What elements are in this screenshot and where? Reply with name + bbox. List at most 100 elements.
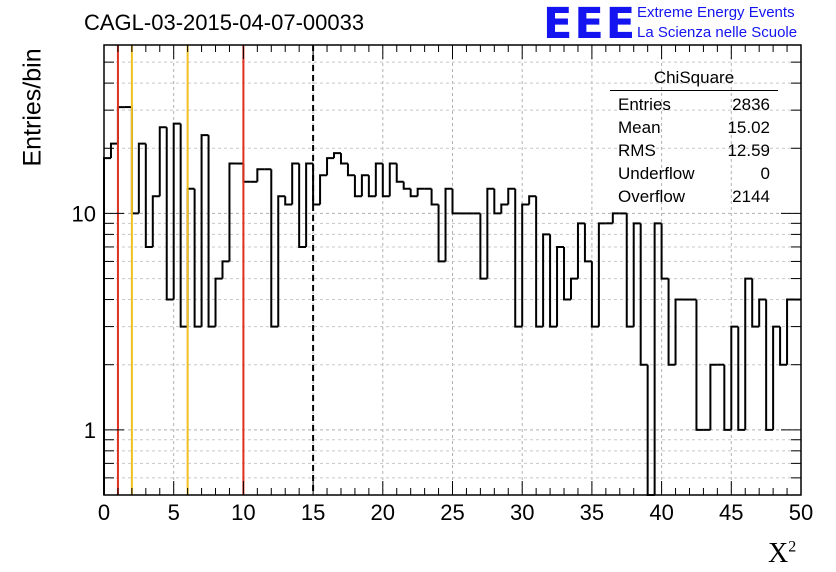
histogram-bin bbox=[312, 163, 321, 206]
histogram-bin bbox=[116, 106, 125, 144]
histogram-bin bbox=[221, 260, 230, 279]
histogram-bin bbox=[563, 246, 571, 301]
x-tick-label: 15 bbox=[301, 500, 325, 525]
histogram-bin bbox=[709, 363, 718, 430]
histogram-bin bbox=[597, 222, 606, 327]
tick-labels: 0 5 10 15 20 25 30 35 40 45 50 1 10 bbox=[72, 201, 814, 525]
histogram-bin bbox=[284, 196, 293, 206]
histogram-bin bbox=[416, 187, 425, 197]
histogram-bin bbox=[200, 134, 209, 327]
histogram-bin bbox=[500, 203, 509, 214]
x-tick-label: 5 bbox=[168, 500, 180, 525]
histogram-bin bbox=[772, 325, 781, 430]
stats-row-mean: Mean 15.02 bbox=[618, 118, 770, 137]
histogram-bin bbox=[130, 107, 139, 215]
histogram-bin bbox=[109, 142, 118, 159]
histogram-bin bbox=[291, 162, 300, 205]
histogram-bin bbox=[367, 175, 376, 198]
histogram-bin bbox=[339, 153, 348, 165]
histogram-bin bbox=[319, 174, 328, 205]
histogram-bin bbox=[144, 143, 153, 248]
histogram-bin bbox=[765, 299, 774, 431]
histogram-bin bbox=[556, 245, 565, 327]
chart-title: CAGL-03-2015-04-07-00033 bbox=[84, 10, 365, 35]
y-axis-label: Entries/bin bbox=[18, 48, 47, 167]
histogram-bin bbox=[786, 298, 795, 365]
stats-row-rms: RMS 12.59 bbox=[618, 141, 770, 160]
stats-row-entries: Entries 2836 bbox=[618, 95, 770, 114]
histogram-bin bbox=[437, 204, 446, 263]
x-tick-label: 10 bbox=[231, 500, 255, 525]
histogram-bin bbox=[193, 188, 202, 328]
histogram-bin bbox=[395, 163, 404, 183]
histogram-bin bbox=[388, 162, 397, 197]
histogram-bin bbox=[653, 222, 662, 495]
histogram-bin bbox=[535, 196, 544, 328]
eee-logo: EEE bbox=[543, 0, 638, 49]
histogram-bin bbox=[667, 278, 676, 366]
histogram-bin bbox=[632, 222, 641, 327]
histogram-bin bbox=[737, 326, 746, 431]
x-tick-label: 40 bbox=[649, 500, 673, 525]
histogram-bin bbox=[333, 152, 341, 159]
histogram-bin bbox=[660, 223, 669, 280]
histogram-bin bbox=[639, 223, 648, 366]
cut-lines bbox=[116, 45, 315, 495]
histogram-bin bbox=[409, 188, 418, 198]
histogram-bin bbox=[514, 188, 523, 328]
histogram-bin bbox=[353, 175, 362, 198]
stats-title: ChiSquare bbox=[610, 68, 778, 91]
histogram-bin bbox=[172, 122, 181, 300]
stats-row-underflow: Underflow 0 bbox=[618, 164, 770, 183]
histogram-bin bbox=[256, 168, 265, 182]
histogram-bin bbox=[528, 195, 537, 205]
histogram-bin bbox=[430, 188, 439, 206]
x-tick-label: 50 bbox=[789, 500, 813, 525]
histogram-bin bbox=[730, 325, 739, 430]
histogram-bin bbox=[186, 187, 195, 327]
histogram-bin bbox=[402, 181, 411, 190]
histogram-bin bbox=[165, 127, 174, 301]
x-tick-label: 0 bbox=[98, 500, 110, 525]
histogram-bin bbox=[590, 261, 599, 328]
histogram-bin bbox=[444, 187, 453, 262]
histogram-bin bbox=[486, 187, 495, 279]
histogram-bin bbox=[158, 126, 167, 197]
histogram-bin bbox=[751, 278, 760, 328]
histogram-bin bbox=[758, 298, 767, 327]
histogram-bin bbox=[270, 169, 279, 328]
histogram-bin bbox=[137, 142, 146, 214]
histogram-bin bbox=[549, 234, 558, 328]
histogram-bin bbox=[381, 163, 390, 198]
x-tick-label: 25 bbox=[440, 500, 464, 525]
histogram-bin bbox=[695, 299, 704, 431]
histogram-bin bbox=[326, 157, 335, 176]
histogram-bin bbox=[625, 213, 634, 328]
x-tick-label: 35 bbox=[580, 500, 604, 525]
histogram-bin bbox=[507, 187, 516, 205]
histogram-bin bbox=[583, 223, 592, 263]
histogram-bin bbox=[228, 162, 237, 262]
histogram-bin bbox=[214, 277, 223, 327]
histogram-bin bbox=[611, 212, 620, 224]
x-axis-label: X2 bbox=[768, 538, 797, 569]
histogram-bin bbox=[346, 163, 355, 177]
histogram-bin bbox=[242, 163, 251, 183]
y-tick-label: 10 bbox=[72, 201, 96, 226]
histogram-bin bbox=[298, 163, 307, 248]
x-tick-label: 20 bbox=[371, 500, 395, 525]
histogram-bin bbox=[542, 233, 551, 327]
stats-row-overflow: Overflow 2144 bbox=[618, 187, 770, 206]
histogram-bin bbox=[374, 162, 383, 197]
stats-box: ChiSquare Entries 2836 Mean 15.02 RMS 12.59… bbox=[610, 68, 778, 208]
histogram-bin bbox=[360, 174, 369, 197]
histogram-bin bbox=[779, 326, 788, 366]
histogram-bin bbox=[151, 195, 160, 247]
logo-subtitle-1: Extreme Energy Events bbox=[637, 4, 795, 21]
x-tick-label: 45 bbox=[719, 500, 743, 525]
histogram-bin bbox=[493, 188, 502, 215]
histogram-bin bbox=[277, 195, 286, 327]
histogram-bin bbox=[576, 222, 585, 279]
histogram-bin bbox=[674, 298, 683, 365]
